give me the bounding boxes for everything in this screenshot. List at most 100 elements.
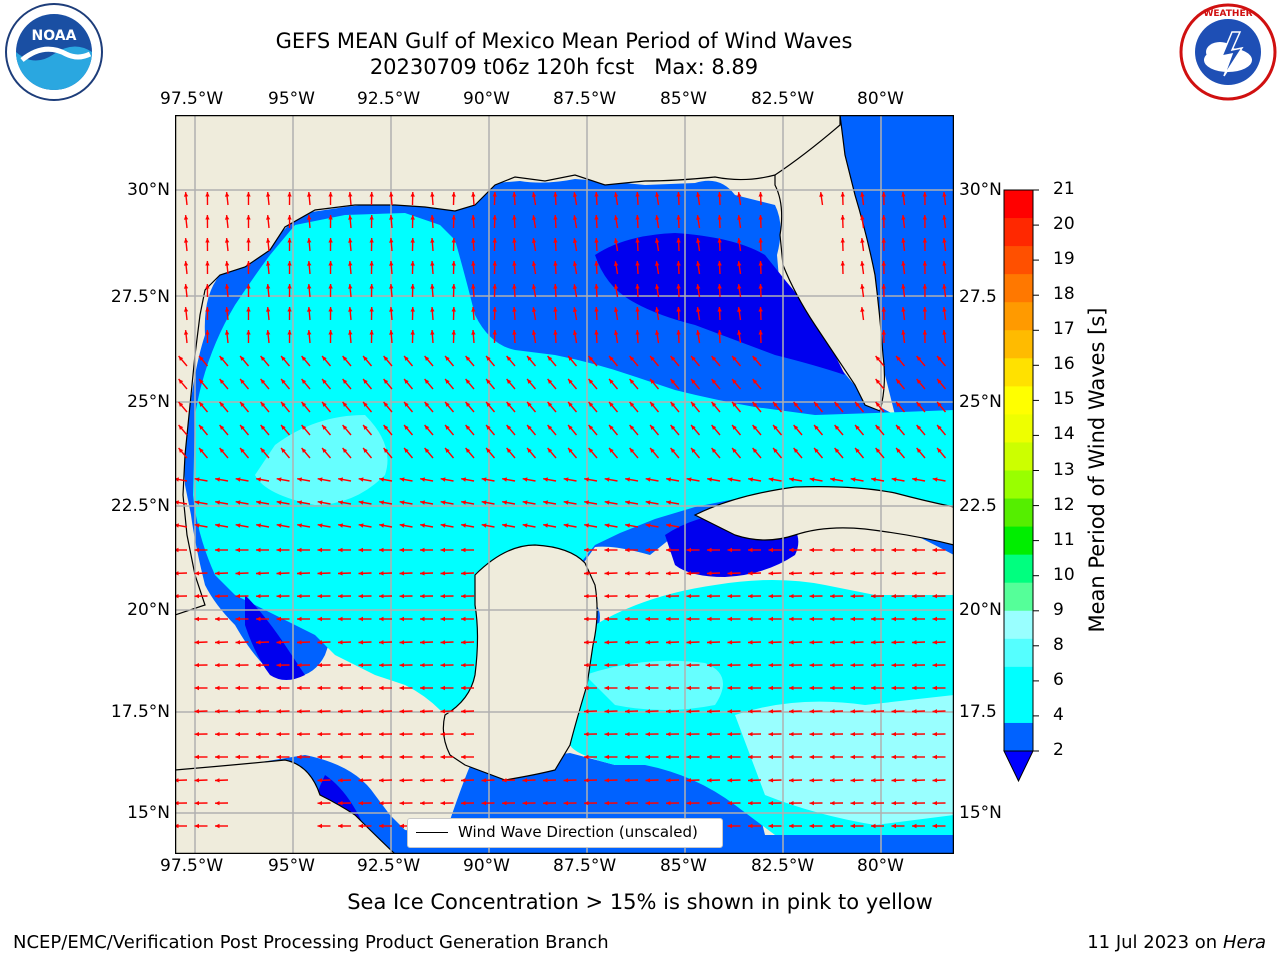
wave-arrow-head <box>215 778 220 783</box>
wave-arrow-head <box>563 523 569 528</box>
wave-arrow-head <box>410 238 415 243</box>
wave-arrow-head <box>358 571 364 576</box>
credit-text: NCEP/EMC/Verification Post Processing Pr… <box>13 932 609 953</box>
wave-arrow-head <box>584 547 589 553</box>
wave-arrow-head <box>235 616 240 622</box>
wave-arrow-head <box>410 215 415 220</box>
wave-arrow-head <box>901 307 906 312</box>
wave-arrow-head <box>424 425 430 430</box>
wave-arrow-head <box>850 801 855 806</box>
wave-arrow-head <box>543 801 548 806</box>
wave-arrow-head <box>748 823 753 829</box>
wave-arrow-head <box>686 640 692 645</box>
wave-arrow-head <box>178 379 184 384</box>
colorbar-segment <box>1004 442 1033 471</box>
wave-arrow-head <box>328 192 333 197</box>
wave-arrow-head <box>281 448 286 453</box>
wave-arrow-head <box>891 754 896 760</box>
wave-arrow-head <box>830 663 835 668</box>
wave-arrow-head <box>860 261 865 266</box>
wave-arrow-head <box>194 754 199 760</box>
wave-arrow-head <box>219 402 225 407</box>
wave-arrow-head <box>922 192 927 197</box>
wave-arrow-head <box>440 616 445 622</box>
wave-arrow-head <box>635 192 640 197</box>
wave-arrow-head <box>809 640 815 645</box>
wave-arrow-head <box>875 448 881 453</box>
wave-arrow-head <box>266 284 271 289</box>
wave-arrow-head <box>584 754 589 760</box>
wave-arrow-head <box>686 594 691 599</box>
wave-arrow-head <box>635 284 640 289</box>
wave-arrow-head <box>465 379 471 384</box>
wave-arrow-head <box>175 823 179 829</box>
wave-arrow-head <box>399 477 405 482</box>
wave-arrow-head <box>871 709 876 714</box>
wave-arrow-head <box>287 192 292 197</box>
wave-arrow-head <box>584 732 589 737</box>
wave-arrow-head <box>358 477 364 482</box>
chart-subtitle: 20230709 t06z 120h fcst Max: 8.89 <box>369 55 759 79</box>
wave-arrow-head <box>342 379 348 384</box>
wave-arrow-head <box>420 594 425 599</box>
wave-arrow-head <box>625 523 630 528</box>
wave-arrow-head <box>830 616 835 622</box>
wave-arrow-head <box>635 238 640 243</box>
wave-arrow-head <box>645 709 651 714</box>
wave-arrow-head <box>625 663 630 668</box>
wave-arrow-head <box>860 192 865 197</box>
wave-arrow-head <box>737 192 742 197</box>
wave-arrow-head <box>568 356 573 361</box>
lat-label: 27.5 <box>959 287 997 307</box>
wave-arrow-head <box>604 801 609 806</box>
lon-label: 87.5°W <box>553 856 617 876</box>
wave-arrow-head <box>916 402 922 407</box>
wave-arrow-head <box>871 754 876 760</box>
wave-arrow-head <box>655 284 660 289</box>
wave-arrow-head <box>645 571 651 576</box>
wave-arrow-head <box>850 547 855 553</box>
wave-arrow-head <box>522 477 528 482</box>
lightcyan-patch <box>585 660 723 710</box>
wave-arrow-head <box>420 616 425 622</box>
wave-arrow-head <box>531 330 537 335</box>
wave-arrow-head <box>215 523 220 528</box>
wave-arrow-head <box>246 261 251 266</box>
wave-arrow-head <box>604 778 610 783</box>
chart-title: GEFS MEAN Gulf of Mexico Mean Period of … <box>275 29 853 53</box>
wave-arrow-head <box>789 571 794 576</box>
wave-arrow-head <box>256 640 261 645</box>
wave-arrow-head <box>205 238 210 243</box>
wave-arrow-head <box>553 261 558 266</box>
wave-arrow-head <box>696 284 701 289</box>
wave-arrow-head <box>338 778 343 783</box>
wave-arrow-head <box>358 500 364 505</box>
wave-arrow-head <box>752 402 758 407</box>
wave-arrow-head <box>666 801 671 806</box>
wave-arrow-head <box>707 754 712 760</box>
wave-arrow-head <box>404 379 409 384</box>
wave-arrow-head <box>609 356 614 361</box>
wave-arrow-head <box>317 547 322 553</box>
wave-arrow-head <box>717 192 722 197</box>
wave-arrow-head <box>850 663 855 668</box>
wave-arrow-head <box>522 778 528 783</box>
wave-arrow-head <box>727 732 732 737</box>
wave-arrow-head <box>235 523 241 528</box>
wave-arrow-head <box>655 238 660 243</box>
colorbar-segment <box>1004 694 1033 724</box>
wave-arrow-head <box>850 732 855 737</box>
wave-arrow-head <box>224 261 230 266</box>
wave-arrow-head <box>881 284 886 289</box>
wave-arrow-head <box>758 215 763 220</box>
wave-arrow-head <box>363 379 368 384</box>
wave-arrow-head <box>531 307 537 312</box>
wave-arrow-head <box>717 238 722 243</box>
wave-arrow-head <box>635 330 640 335</box>
lat-label: 30°N <box>959 180 1002 200</box>
wave-arrow-head <box>363 425 368 430</box>
wave-arrow-head <box>768 709 774 714</box>
wave-arrow-head <box>891 663 896 668</box>
wave-arrow-head <box>614 284 619 289</box>
wave-arrow-head <box>553 307 558 312</box>
